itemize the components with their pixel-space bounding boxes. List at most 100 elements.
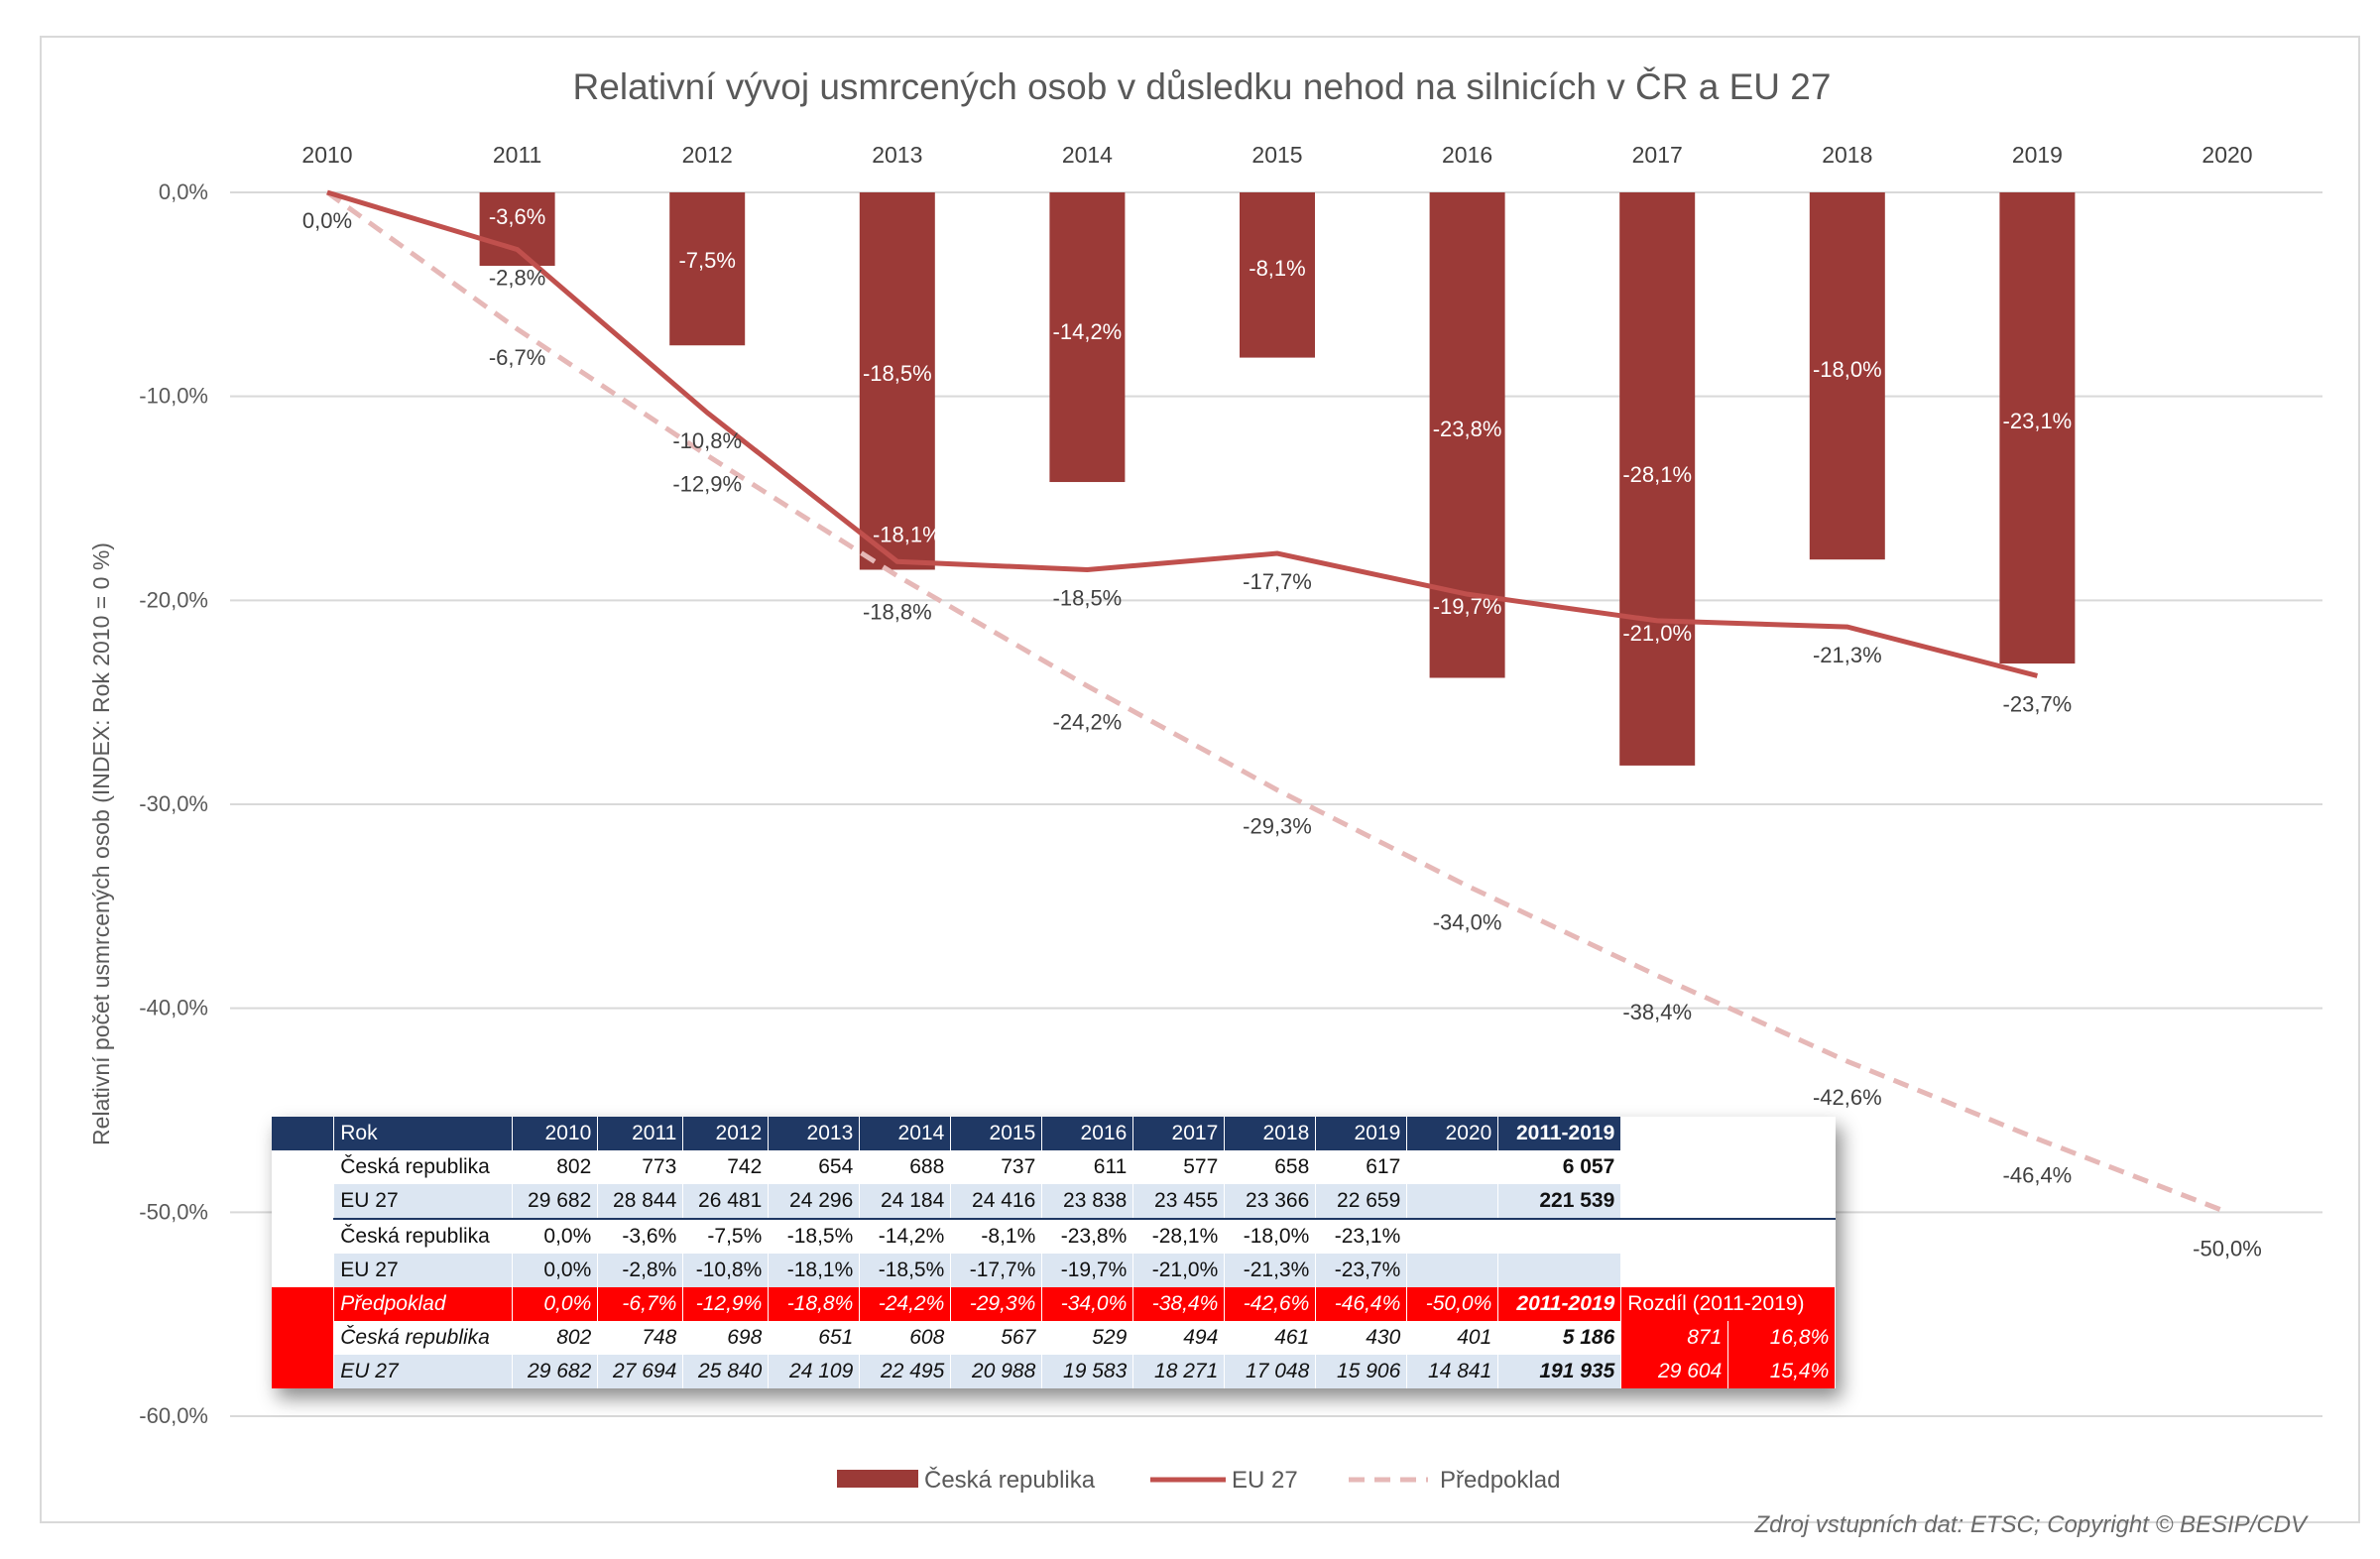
table-cell: -14,2% bbox=[859, 1218, 952, 1254]
table-cell: 15 906 bbox=[1315, 1355, 1408, 1388]
bar-ceska-republika bbox=[1240, 192, 1315, 358]
table-cell: -18,1% bbox=[768, 1254, 861, 1287]
eu27-data-label: 0,0% bbox=[302, 208, 352, 233]
table-empty-cell bbox=[1620, 1218, 1729, 1254]
table-cell: 611 bbox=[1041, 1150, 1134, 1184]
x-tick-label: 2013 bbox=[872, 142, 922, 168]
table-cell: -23,7% bbox=[1315, 1254, 1408, 1287]
table-empty-cell bbox=[1727, 1184, 1837, 1219]
table-row-label: EU 27 bbox=[333, 1254, 514, 1287]
table-cell: 0,0% bbox=[512, 1287, 599, 1321]
x-tick-label: 2010 bbox=[301, 142, 352, 168]
table-cell: 24 184 bbox=[859, 1184, 952, 1219]
table-cell: -28,1% bbox=[1132, 1218, 1226, 1254]
table-cell: -23,8% bbox=[1041, 1218, 1134, 1254]
eu27-data-label: -23,7% bbox=[2003, 691, 2073, 716]
legend-swatch-ceska-republika bbox=[837, 1470, 918, 1488]
table-cell: 29 682 bbox=[512, 1355, 599, 1388]
table-cell: 18 271 bbox=[1132, 1355, 1226, 1388]
predpoklad-data-label: -50,0% bbox=[2193, 1236, 2262, 1260]
bar-data-label: -3,6% bbox=[489, 204, 545, 229]
table-cell: 529 bbox=[1041, 1321, 1134, 1355]
table-empty-cell bbox=[1727, 1254, 1837, 1287]
eu27-data-label: -18,5% bbox=[1053, 585, 1123, 610]
bar-data-label: -18,0% bbox=[1813, 357, 1882, 382]
y-tick-label: -10,0% bbox=[139, 384, 208, 409]
table-row-predpoklad: EU 27 29 682 27 694 25 840 24 109 22 495 20 98… bbox=[272, 1355, 1837, 1388]
table-cell: -50,0% bbox=[1406, 1287, 1499, 1321]
table-cell: 802 bbox=[512, 1150, 599, 1184]
table-header-year: 2014 bbox=[859, 1117, 952, 1150]
table-cell: 24 296 bbox=[768, 1184, 861, 1219]
table-cell: -18,0% bbox=[1224, 1218, 1317, 1254]
table-header-row: Rok 2010 2011 2012 2013 2014 2015 2016 2017 2018 2… bbox=[272, 1117, 1837, 1150]
table-cell: 742 bbox=[682, 1150, 770, 1184]
table-empty-cell bbox=[1727, 1117, 1837, 1150]
table-cell bbox=[1406, 1254, 1499, 1287]
table-row-label: Česká republika bbox=[333, 1150, 514, 1184]
table-cell: 0,0% bbox=[512, 1218, 599, 1254]
table-cell bbox=[1406, 1218, 1499, 1254]
table-sum-cell: 221 539 bbox=[1497, 1184, 1622, 1219]
table-diff-pct: 15,4% bbox=[1727, 1355, 1837, 1388]
table-cell: -17,7% bbox=[950, 1254, 1043, 1287]
table-cell: -21,0% bbox=[1132, 1254, 1226, 1287]
table-predpoklad-header: Předpoklad 0,0% -6,7% -12,9% -18,8% -24,2% -29… bbox=[272, 1287, 1837, 1388]
eu27-data-label: -2,8% bbox=[489, 266, 545, 291]
table-cell bbox=[1406, 1184, 1499, 1219]
y-tick-label: -30,0% bbox=[139, 791, 208, 816]
legend-label-predpoklad: Předpoklad bbox=[1440, 1467, 1560, 1494]
table-cell: 654 bbox=[768, 1150, 861, 1184]
table-cell: 688 bbox=[859, 1150, 952, 1184]
x-tick-label: 2012 bbox=[682, 142, 733, 168]
table-header-year: 2013 bbox=[768, 1117, 861, 1150]
table-cell: -12,9% bbox=[682, 1287, 770, 1321]
table-cell: -29,3% bbox=[950, 1287, 1043, 1321]
table-diff-pct: 16,8% bbox=[1727, 1321, 1837, 1355]
eu27-data-label: -17,7% bbox=[1243, 569, 1312, 594]
source-note: Zdroj vstupních dat: ETSC; Copyright © B… bbox=[1754, 1511, 2307, 1538]
table-cell: -46,4% bbox=[1315, 1287, 1408, 1321]
table-cell: -18,8% bbox=[768, 1287, 861, 1321]
bar-ceska-republika bbox=[1049, 192, 1126, 483]
table-cell: 748 bbox=[597, 1321, 684, 1355]
table-cell: 27 694 bbox=[597, 1355, 684, 1388]
y-tick-label: -20,0% bbox=[139, 587, 208, 612]
table-sum-cell: 191 935 bbox=[1497, 1355, 1622, 1388]
x-tick-label: 2017 bbox=[1632, 142, 1683, 168]
predpoklad-data-label: -6,7% bbox=[489, 345, 545, 370]
table-cell: 26 481 bbox=[682, 1184, 770, 1219]
table-sum-cell: 6 057 bbox=[1497, 1150, 1622, 1184]
predpoklad-data-label: -34,0% bbox=[1433, 909, 1502, 934]
eu27-data-label: -21,0% bbox=[1622, 621, 1692, 646]
table-cell: 24 109 bbox=[768, 1355, 861, 1388]
predpoklad-data-label: -24,2% bbox=[1053, 710, 1123, 735]
table-cell: 737 bbox=[950, 1150, 1043, 1184]
table-row-label: EU 27 bbox=[333, 1355, 514, 1388]
table-cell: -3,6% bbox=[597, 1218, 684, 1254]
x-tick-label: 2016 bbox=[1442, 142, 1492, 168]
bar-ceska-republika bbox=[669, 192, 746, 346]
table-header-year: 2016 bbox=[1041, 1117, 1134, 1150]
predpoklad-data-label: -46,4% bbox=[2003, 1162, 2073, 1187]
y-tick-label: -60,0% bbox=[139, 1403, 208, 1428]
table-cell: 494 bbox=[1132, 1321, 1226, 1355]
table-cell: 20 988 bbox=[950, 1355, 1043, 1388]
table-cell: -24,2% bbox=[859, 1287, 952, 1321]
table-cell: 658 bbox=[1224, 1150, 1317, 1184]
table-cell: 401 bbox=[1406, 1321, 1499, 1355]
table-empty-cell bbox=[1727, 1150, 1837, 1184]
table-cell: 608 bbox=[859, 1321, 952, 1355]
chart-title: Relativní vývoj usmrcených osob v důsled… bbox=[573, 66, 1832, 107]
bar-data-label: -28,1% bbox=[1622, 462, 1692, 487]
table-cell: 0,0% bbox=[512, 1254, 599, 1287]
table-diff-abs: 29 604 bbox=[1620, 1355, 1729, 1388]
table-empty-cell bbox=[1727, 1218, 1837, 1254]
bar-data-label: -8,1% bbox=[1249, 256, 1305, 281]
table-sum-cell bbox=[1497, 1218, 1622, 1254]
table-row-realita: EU 27 29 682 28 844 26 481 24 296 24 184 24 41… bbox=[272, 1184, 1837, 1219]
table-row-realita: Realita Česká republika 802 773 742 654 688 737… bbox=[272, 1150, 1837, 1287]
table-cell: -2,8% bbox=[597, 1254, 684, 1287]
table-empty-cell bbox=[1620, 1184, 1729, 1219]
line-predpoklad bbox=[325, 189, 2228, 1215]
